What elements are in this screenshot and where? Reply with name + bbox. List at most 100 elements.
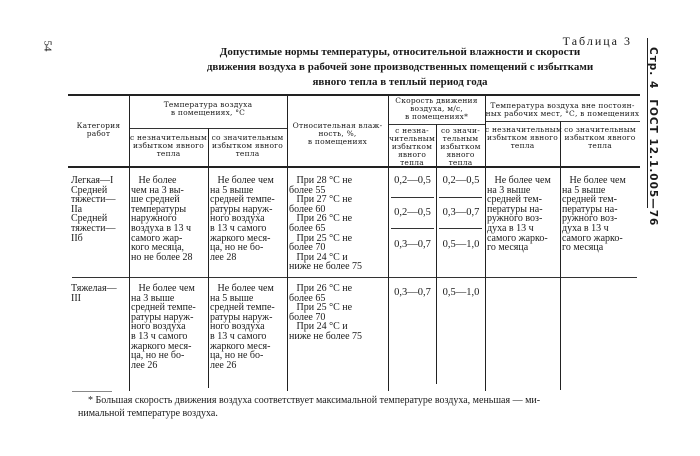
text-line: на 3 выше: [131, 292, 175, 304]
text-line: с незна-: [395, 126, 429, 135]
column-rule: [560, 121, 561, 276]
text-line: со значительным: [564, 125, 636, 134]
text-line: чительным: [389, 134, 435, 143]
text-line: лее 26: [210, 359, 237, 371]
subheader-rule: [485, 121, 640, 122]
text-line: тельным: [442, 134, 479, 143]
text-line: более 70: [289, 311, 326, 323]
title-line: движения воздуха в рабочей зоне производ…: [206, 61, 594, 73]
text-line: в помещениях: [307, 137, 368, 146]
text-line: ратуры наруж-: [210, 203, 273, 215]
table-top-rule: [68, 94, 640, 96]
text-line: Не более чем: [210, 283, 274, 294]
column-rule: [436, 124, 437, 384]
text-line: ного воздуха: [210, 321, 265, 333]
text-line: тепла: [156, 149, 181, 158]
speed-low-value: 0,3—0,7: [394, 287, 431, 298]
text-line: жаркого меся-: [210, 340, 271, 352]
row-humidity: При 26 °С не более 65 При 25 °С не более 7…: [289, 284, 388, 342]
text-line: Температура воздуха вне постоян-: [490, 101, 635, 110]
text-line: Тяжелая—: [71, 283, 117, 294]
footnote-line: нимальной температуре воздуха.: [78, 408, 218, 419]
text-line: тепла: [448, 158, 473, 167]
row-temp-low: Не более чем на 3 выше средней темпе-ратур…: [131, 284, 208, 370]
row-temp-low: Не более чем на 3 вы-ше средней температур…: [131, 176, 208, 262]
header-category: Категория работ: [68, 122, 129, 138]
row-divider: [72, 277, 637, 278]
text-line: духа в 13 ч: [562, 222, 609, 234]
text-line: ратуры наруж-: [131, 311, 194, 323]
text-line: избытком: [440, 142, 481, 151]
page-number: 54: [41, 40, 54, 52]
text-line: но не более 28: [131, 251, 193, 263]
column-rule: [388, 96, 389, 391]
text-line: лее 28: [210, 251, 237, 263]
text-line: с незначительным: [130, 133, 207, 142]
text-line: пературы на-: [487, 203, 543, 215]
text-line: Не более чем: [562, 175, 626, 186]
text-line: При 24 °С и: [289, 321, 348, 333]
header-bottom-rule: [68, 166, 640, 168]
column-rule: [129, 96, 130, 391]
text-line: явного: [397, 150, 427, 159]
text-line: температуры: [131, 203, 187, 215]
speed-high-value: 0,5—1,0: [442, 239, 480, 250]
row-humidity: При 28 °С не более 55 При 27 °С не более 6…: [289, 176, 388, 272]
text-line: При 25 °С не: [289, 302, 353, 314]
text-line: го месяца: [487, 242, 529, 254]
text-line: ратуры наруж-: [210, 311, 273, 323]
text-line: пературы на-: [562, 203, 618, 215]
header-speed-low: с незна-чительным избытком явного тепла: [388, 127, 436, 167]
text-line: ца, но не бо-: [210, 242, 264, 254]
text-line: Легкая—I: [71, 175, 114, 186]
speed-low-value: 0,2—0,5: [394, 207, 431, 218]
footnote: * Большая скорость движения воздуха соот…: [78, 394, 658, 420]
text-line: более 65: [289, 292, 326, 304]
text-line: жаркого меся-: [131, 340, 192, 352]
text-line: избытком: [391, 142, 433, 151]
text-line: самого жарко-: [487, 232, 548, 244]
text-line: ше средней: [131, 194, 180, 206]
text-line: воздуха в 13 ч: [131, 222, 192, 234]
text-line: ружного воз-: [562, 213, 618, 225]
speed-divider: [391, 228, 434, 229]
speed-high-value: 0,5—1,0: [442, 287, 480, 298]
speed-divider: [439, 197, 482, 198]
text-line: ного воздуха: [210, 213, 265, 225]
text-line: При 26 °С не: [289, 283, 353, 294]
text-line: лее 26: [131, 359, 158, 371]
text-line: ного воздуха: [131, 321, 186, 333]
footnote-rule: [72, 391, 112, 392]
column-rule: [208, 128, 209, 388]
text-line: Не более: [131, 175, 177, 186]
speed-high-value: 0,3—0,7: [442, 207, 480, 218]
text-line: средней темпе-: [210, 194, 275, 206]
text-line: явного: [446, 150, 475, 159]
speed-divider: [439, 228, 482, 229]
text-line: Средней: [71, 213, 108, 225]
header-nonperm-low: с незначительным избытком явного тепла: [485, 126, 562, 150]
column-rule: [485, 96, 486, 391]
text-line: самого жар-: [131, 232, 183, 244]
text-line: избытком явного: [211, 141, 284, 150]
text-line: средней тем-: [487, 194, 542, 206]
text-line: воздуха, м/с,: [410, 104, 463, 113]
text-line: IIа: [71, 203, 83, 215]
row-nonperm-high: Не более чем на 5 выше средней тем-ператур…: [562, 176, 640, 253]
text-line: При 28 °С не: [289, 175, 353, 186]
text-line: кого месяца,: [131, 242, 185, 254]
row-nonperm-low: Не более чем на 3 выше средней тем-ператур…: [487, 176, 560, 253]
text-line: ца, но не бо-: [210, 350, 264, 362]
header-speed-high: со значи-тельным избытком явного тепла: [436, 127, 485, 167]
text-line: средней тем-: [562, 194, 617, 206]
text-line: тепла: [235, 149, 260, 158]
header-air-temp-high: со значительным избытком явного тепла: [208, 134, 287, 158]
header-air-temp: Температура воздуха в помещениях, °С: [129, 101, 287, 117]
text-line: на 3 выше: [487, 184, 531, 196]
header-nonperm-high: со значительным избытком явного тепла: [560, 126, 640, 150]
column-rule: [287, 96, 288, 391]
text-line: При 25 °С не: [289, 232, 353, 244]
text-line: IIб: [71, 232, 83, 244]
text-line: При 24 °С и: [289, 251, 348, 263]
